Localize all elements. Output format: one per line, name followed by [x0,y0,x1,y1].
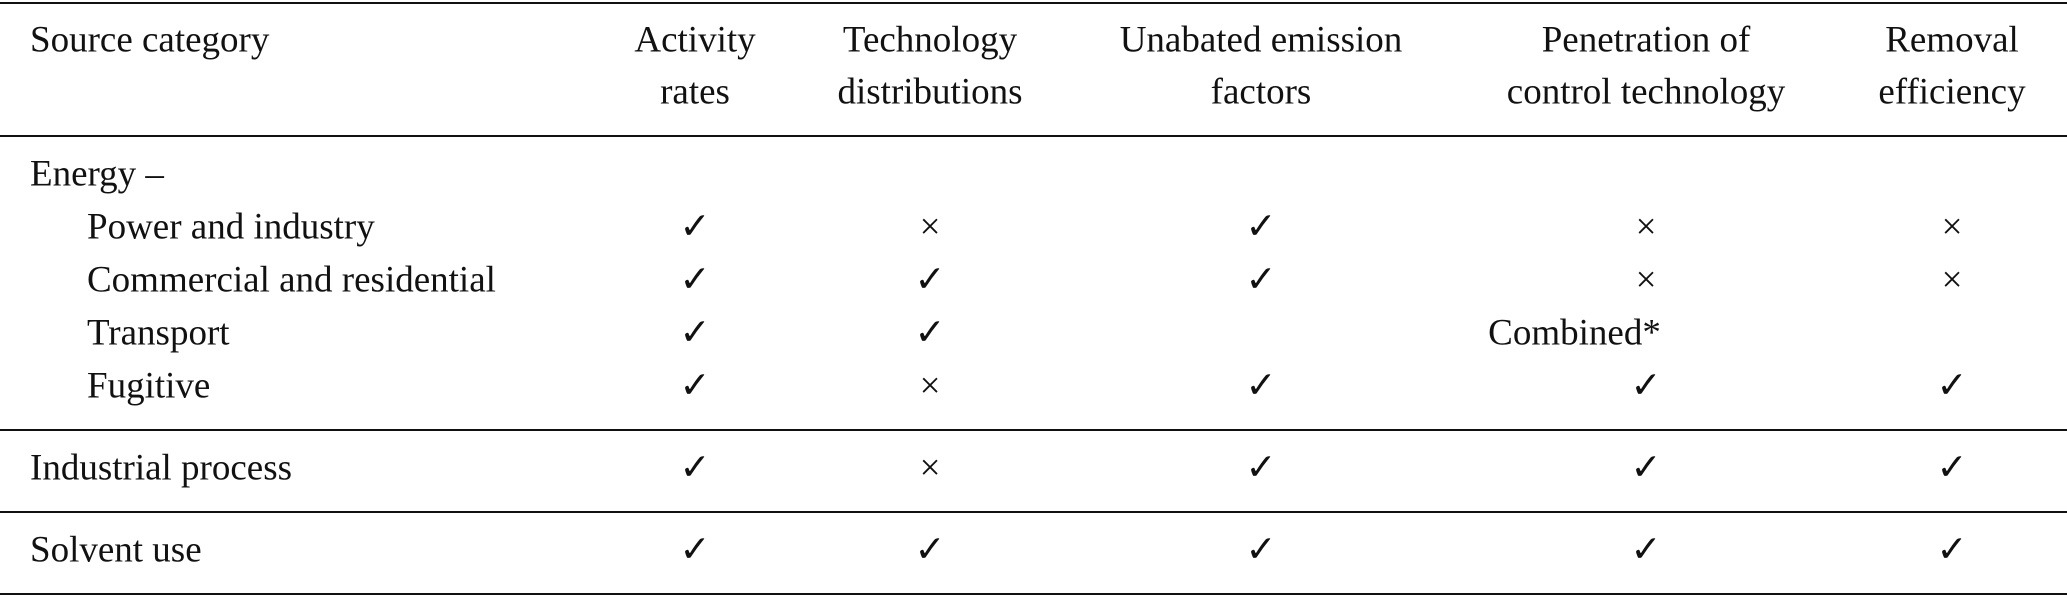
cell: ✓ [679,259,711,301]
cell: ✓ [1630,529,1662,571]
row-label: Industrial process [30,447,293,489]
header-cell: efficiency [1878,71,2026,113]
cell: ✓ [679,447,711,489]
rule [0,429,2067,431]
cell: × [1635,259,1657,301]
cell: × [1635,206,1657,248]
header-cell: Unabated emission [1119,19,1403,61]
spanning-cell: Combined* [1488,312,1661,354]
cell: ✓ [679,206,711,248]
row-label: Commercial and residential [87,259,496,301]
group-label: Energy – [30,153,164,195]
cell: ✓ [1245,529,1277,571]
cell: ✓ [1936,447,1968,489]
cell: ✓ [1936,365,1968,407]
cell: ✓ [1245,259,1277,301]
rule [0,135,2067,137]
cell: × [1941,206,1963,248]
cell: ✓ [1936,529,1968,571]
header-cell: Penetration of [1541,19,1751,61]
row-label: Solvent use [30,529,202,571]
cell: × [919,447,941,489]
cell: × [919,365,941,407]
cell: × [919,206,941,248]
cell: ✓ [1245,365,1277,407]
rule [0,2,2067,4]
header-cell: Activity [634,19,756,61]
header-cell: Technology [842,19,1018,61]
cell: ✓ [679,529,711,571]
cell: ✓ [679,365,711,407]
cell: ✓ [1630,365,1662,407]
header-cell: Source category [30,19,270,61]
rule [0,593,2067,595]
header-cell: distributions [837,71,1023,113]
rule [0,511,2067,513]
cell: ✓ [1630,447,1662,489]
cell: ✓ [914,312,946,354]
header-cell: rates [660,71,730,113]
cell: ✓ [1245,447,1277,489]
header-cell: factors [1210,71,1312,113]
header-cell: control technology [1506,71,1786,113]
row-label: Power and industry [87,206,375,248]
cell: ✓ [914,259,946,301]
cell: × [1941,259,1963,301]
header-cell: Removal [1885,19,2019,61]
cell: ✓ [914,529,946,571]
cell: ✓ [679,312,711,354]
row-label: Fugitive [87,365,211,407]
cell: ✓ [1245,206,1277,248]
row-label: Transport [87,312,230,354]
